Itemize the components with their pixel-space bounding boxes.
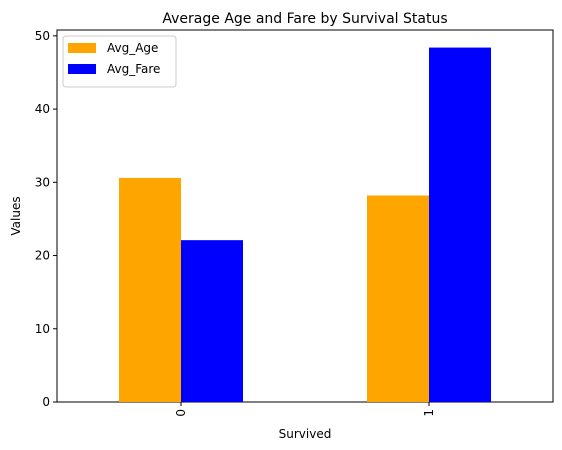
x-tick-label: 1 — [422, 409, 436, 417]
y-tick-label: 10 — [35, 322, 50, 336]
x-axis-label: Survived — [279, 427, 332, 441]
y-axis: 0 10 20 30 40 50 — [35, 29, 57, 409]
y-tick-label: 50 — [35, 29, 50, 43]
bar-avg-fare-1 — [429, 47, 491, 403]
legend: Avg_Age Avg_Fare — [62, 35, 177, 88]
bar-avg-age-0 — [119, 177, 181, 402]
legend-swatch-avg-fare — [68, 64, 96, 74]
x-tick-label: 0 — [174, 409, 188, 417]
legend-label-avg-fare: Avg_Fare — [107, 62, 160, 76]
y-tick-label: 0 — [42, 395, 50, 409]
y-tick-label: 40 — [35, 102, 50, 116]
bars-group — [119, 47, 491, 403]
y-tick-label: 20 — [35, 249, 50, 263]
plot-frame — [56, 29, 554, 403]
y-tick-label: 30 — [35, 175, 50, 189]
chart-title: Average Age and Fare by Survival Status — [162, 11, 447, 27]
legend-swatch-avg-age — [68, 43, 96, 53]
bar-avg-fare-0 — [181, 240, 243, 402]
bar-avg-age-1 — [367, 195, 429, 402]
legend-label-avg-age: Avg_Age — [107, 41, 158, 55]
y-axis-label: Values — [9, 196, 23, 235]
